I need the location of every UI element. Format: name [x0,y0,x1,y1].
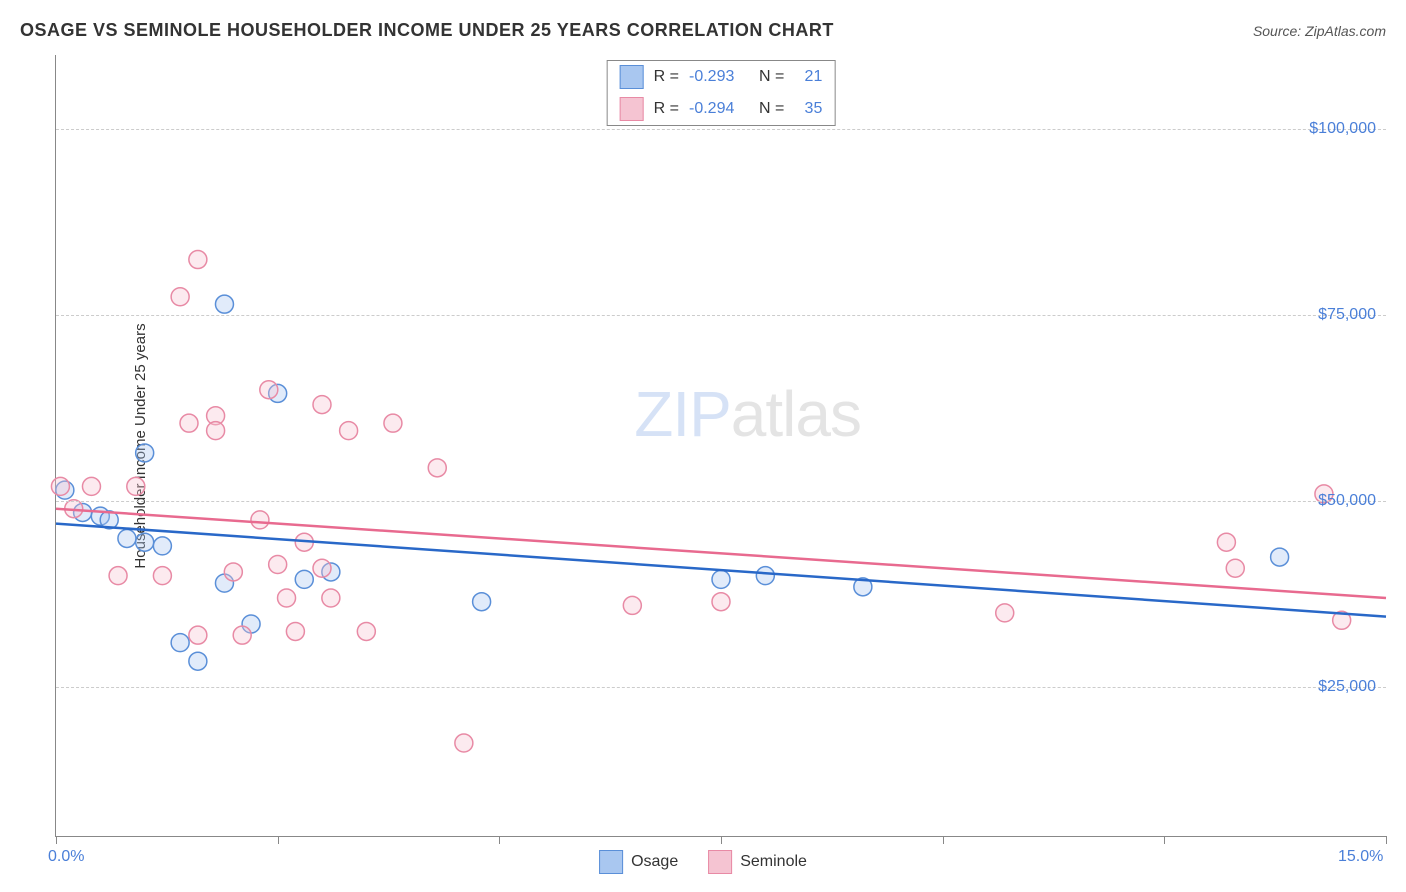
data-point [189,626,207,644]
data-point [51,477,69,495]
x-tick-mark [721,836,722,844]
r-value: -0.294 [689,100,749,118]
data-point [313,396,331,414]
series-legend-item: Osage [599,850,678,874]
y-tick-label: $25,000 [1318,678,1376,696]
data-point [428,459,446,477]
gridline [56,501,1386,502]
n-value: 21 [794,68,822,86]
correlation-legend: R = -0.293 N = 21 R = -0.294 N = 35 [607,60,836,126]
x-tick-mark [56,836,57,844]
data-point [712,593,730,611]
r-value: -0.293 [689,68,749,86]
data-point [180,414,198,432]
data-point [384,414,402,432]
data-point [109,567,127,585]
y-tick-label: $75,000 [1318,306,1376,324]
x-tick-mark [499,836,500,844]
series-name: Seminole [740,853,807,871]
data-point [269,556,287,574]
x-tick-label: 0.0% [48,848,84,866]
data-point [224,563,242,581]
data-point [1226,559,1244,577]
data-point [153,537,171,555]
data-point [260,381,278,399]
data-point [357,622,375,640]
data-point [118,529,136,547]
source-prefix: Source: [1253,23,1305,39]
data-point [623,596,641,614]
series-name: Osage [631,853,678,871]
data-point [712,570,730,588]
data-point [295,570,313,588]
data-point [82,477,100,495]
r-label: R = [654,100,679,118]
chart-plot-area: ZIPatlas R =-0.293N =21R =-0.294N =35 $2… [55,55,1386,837]
x-tick-mark [943,836,944,844]
data-point [136,444,154,462]
correlation-legend-row: R = -0.293 N = 21 [608,61,835,93]
data-point [278,589,296,607]
data-point [189,251,207,269]
data-point [153,567,171,585]
legend-swatch [620,97,644,121]
data-point [251,511,269,529]
legend-swatch [599,850,623,874]
data-point [1217,533,1235,551]
data-point [473,593,491,611]
chart-title: OSAGE VS SEMINOLE HOUSEHOLDER INCOME UND… [20,20,834,41]
data-point [313,559,331,577]
x-tick-mark [1164,836,1165,844]
gridline [56,687,1386,688]
data-point [207,422,225,440]
data-point [233,626,251,644]
n-label: N = [759,100,784,118]
data-point [756,567,774,585]
x-tick-label: 15.0% [1338,848,1383,866]
data-point [455,734,473,752]
data-point [322,589,340,607]
n-label: N = [759,68,784,86]
data-point [996,604,1014,622]
source-label: Source: ZipAtlas.com [1253,23,1386,39]
source-name: ZipAtlas.com [1305,23,1386,39]
y-tick-label: $50,000 [1318,492,1376,510]
series-legend-item: Seminole [708,850,807,874]
n-value: 35 [794,100,822,118]
data-point [171,288,189,306]
data-point [1271,548,1289,566]
correlation-legend-row: R = -0.294 N = 35 [608,93,835,125]
data-point [189,652,207,670]
series-legend: Osage Seminole [599,850,807,874]
data-point [215,295,233,313]
x-tick-mark [278,836,279,844]
x-tick-mark [1386,836,1387,844]
data-point [286,622,304,640]
data-point [171,634,189,652]
data-point [340,422,358,440]
gridline [56,129,1386,130]
data-point [136,533,154,551]
legend-swatch [708,850,732,874]
gridline [56,315,1386,316]
data-point [127,477,145,495]
legend-swatch [620,65,644,89]
scatter-plot-svg [56,55,1386,836]
r-label: R = [654,68,679,86]
y-tick-label: $100,000 [1309,120,1376,138]
